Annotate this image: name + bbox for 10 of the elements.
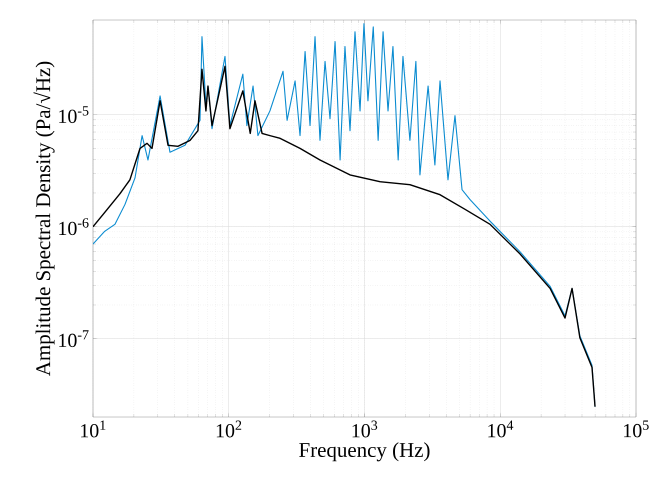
y-axis-title: Amplitude Spectral Density (Pa/√Hz) [34, 62, 55, 376]
y-tick-label: 10$^{-5}$ [59, 106, 88, 124]
x-tick-label: 10$^{5}$ [624, 420, 649, 438]
x-axis-title: Frequency (Hz) [299, 442, 430, 462]
x-tick-label: 10$^{1}$ [81, 420, 106, 438]
x-tick-label: 10$^{4}$ [488, 420, 514, 438]
y-tick-label: 10$^{-6}$ [59, 218, 89, 236]
x-tick-label: 10$^{2}$ [216, 420, 242, 438]
y-tick-label: 10$^{-7}$ [59, 330, 89, 348]
x-tick-label: 10$^{3}$ [352, 420, 378, 438]
